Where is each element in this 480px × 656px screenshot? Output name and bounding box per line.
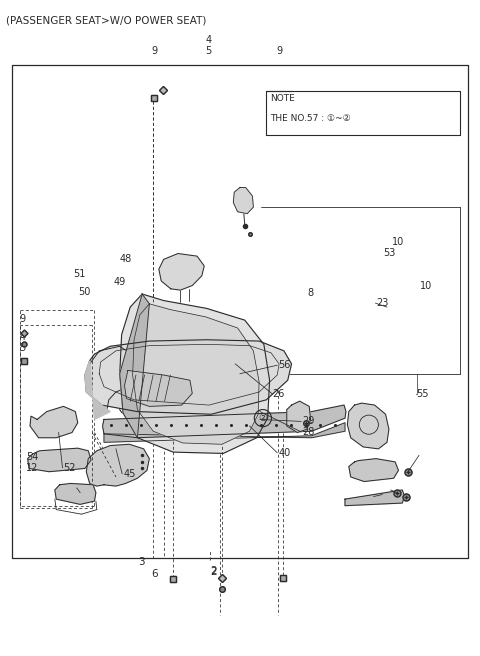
Polygon shape (90, 346, 137, 413)
Text: 40: 40 (278, 448, 290, 458)
Polygon shape (287, 401, 311, 432)
Text: 2: 2 (210, 567, 217, 577)
Text: 4: 4 (20, 332, 25, 342)
Text: 8: 8 (308, 288, 314, 298)
Polygon shape (132, 304, 259, 444)
Text: 55: 55 (417, 389, 429, 399)
Text: ①: ① (125, 400, 133, 410)
Polygon shape (104, 422, 345, 442)
Text: 29: 29 (302, 417, 314, 426)
Polygon shape (55, 483, 96, 504)
Text: 9: 9 (276, 46, 282, 56)
Text: 5: 5 (205, 46, 211, 56)
Polygon shape (124, 371, 192, 406)
Text: 51: 51 (73, 269, 85, 279)
Text: 48: 48 (120, 255, 132, 264)
Text: NOTE: NOTE (270, 94, 295, 103)
Text: 26: 26 (273, 389, 285, 399)
Polygon shape (120, 294, 270, 453)
Text: 50: 50 (78, 287, 90, 297)
Text: 54: 54 (26, 452, 38, 462)
Polygon shape (348, 403, 389, 449)
Text: 10: 10 (420, 281, 432, 291)
Text: 2: 2 (210, 566, 217, 576)
Text: 53: 53 (383, 248, 396, 258)
Text: 9: 9 (20, 314, 25, 324)
Text: 28: 28 (302, 427, 314, 437)
Text: THE NO.57 : ①~②: THE NO.57 : ①~② (270, 113, 351, 123)
Polygon shape (120, 294, 149, 438)
Text: 49: 49 (114, 277, 126, 287)
Text: 23: 23 (376, 298, 389, 308)
Polygon shape (233, 188, 253, 214)
Text: (PASSENGER SEAT>W/O POWER SEAT): (PASSENGER SEAT>W/O POWER SEAT) (6, 15, 207, 26)
Text: 10: 10 (392, 237, 404, 247)
Text: 52: 52 (63, 462, 76, 473)
Text: 9: 9 (152, 46, 158, 56)
Text: 4: 4 (205, 35, 211, 45)
Polygon shape (85, 361, 110, 419)
Polygon shape (30, 406, 78, 438)
Polygon shape (159, 253, 204, 290)
Polygon shape (86, 444, 149, 486)
Text: 56: 56 (278, 360, 290, 370)
Text: 5: 5 (20, 342, 26, 352)
Polygon shape (345, 490, 405, 506)
Polygon shape (28, 448, 91, 472)
Text: 3: 3 (138, 557, 144, 567)
Text: ②: ② (259, 413, 267, 423)
Text: 6: 6 (151, 569, 157, 579)
Text: 12: 12 (26, 462, 38, 473)
Polygon shape (349, 459, 398, 482)
Polygon shape (103, 405, 346, 438)
Polygon shape (85, 340, 291, 414)
Text: 45: 45 (123, 468, 135, 479)
